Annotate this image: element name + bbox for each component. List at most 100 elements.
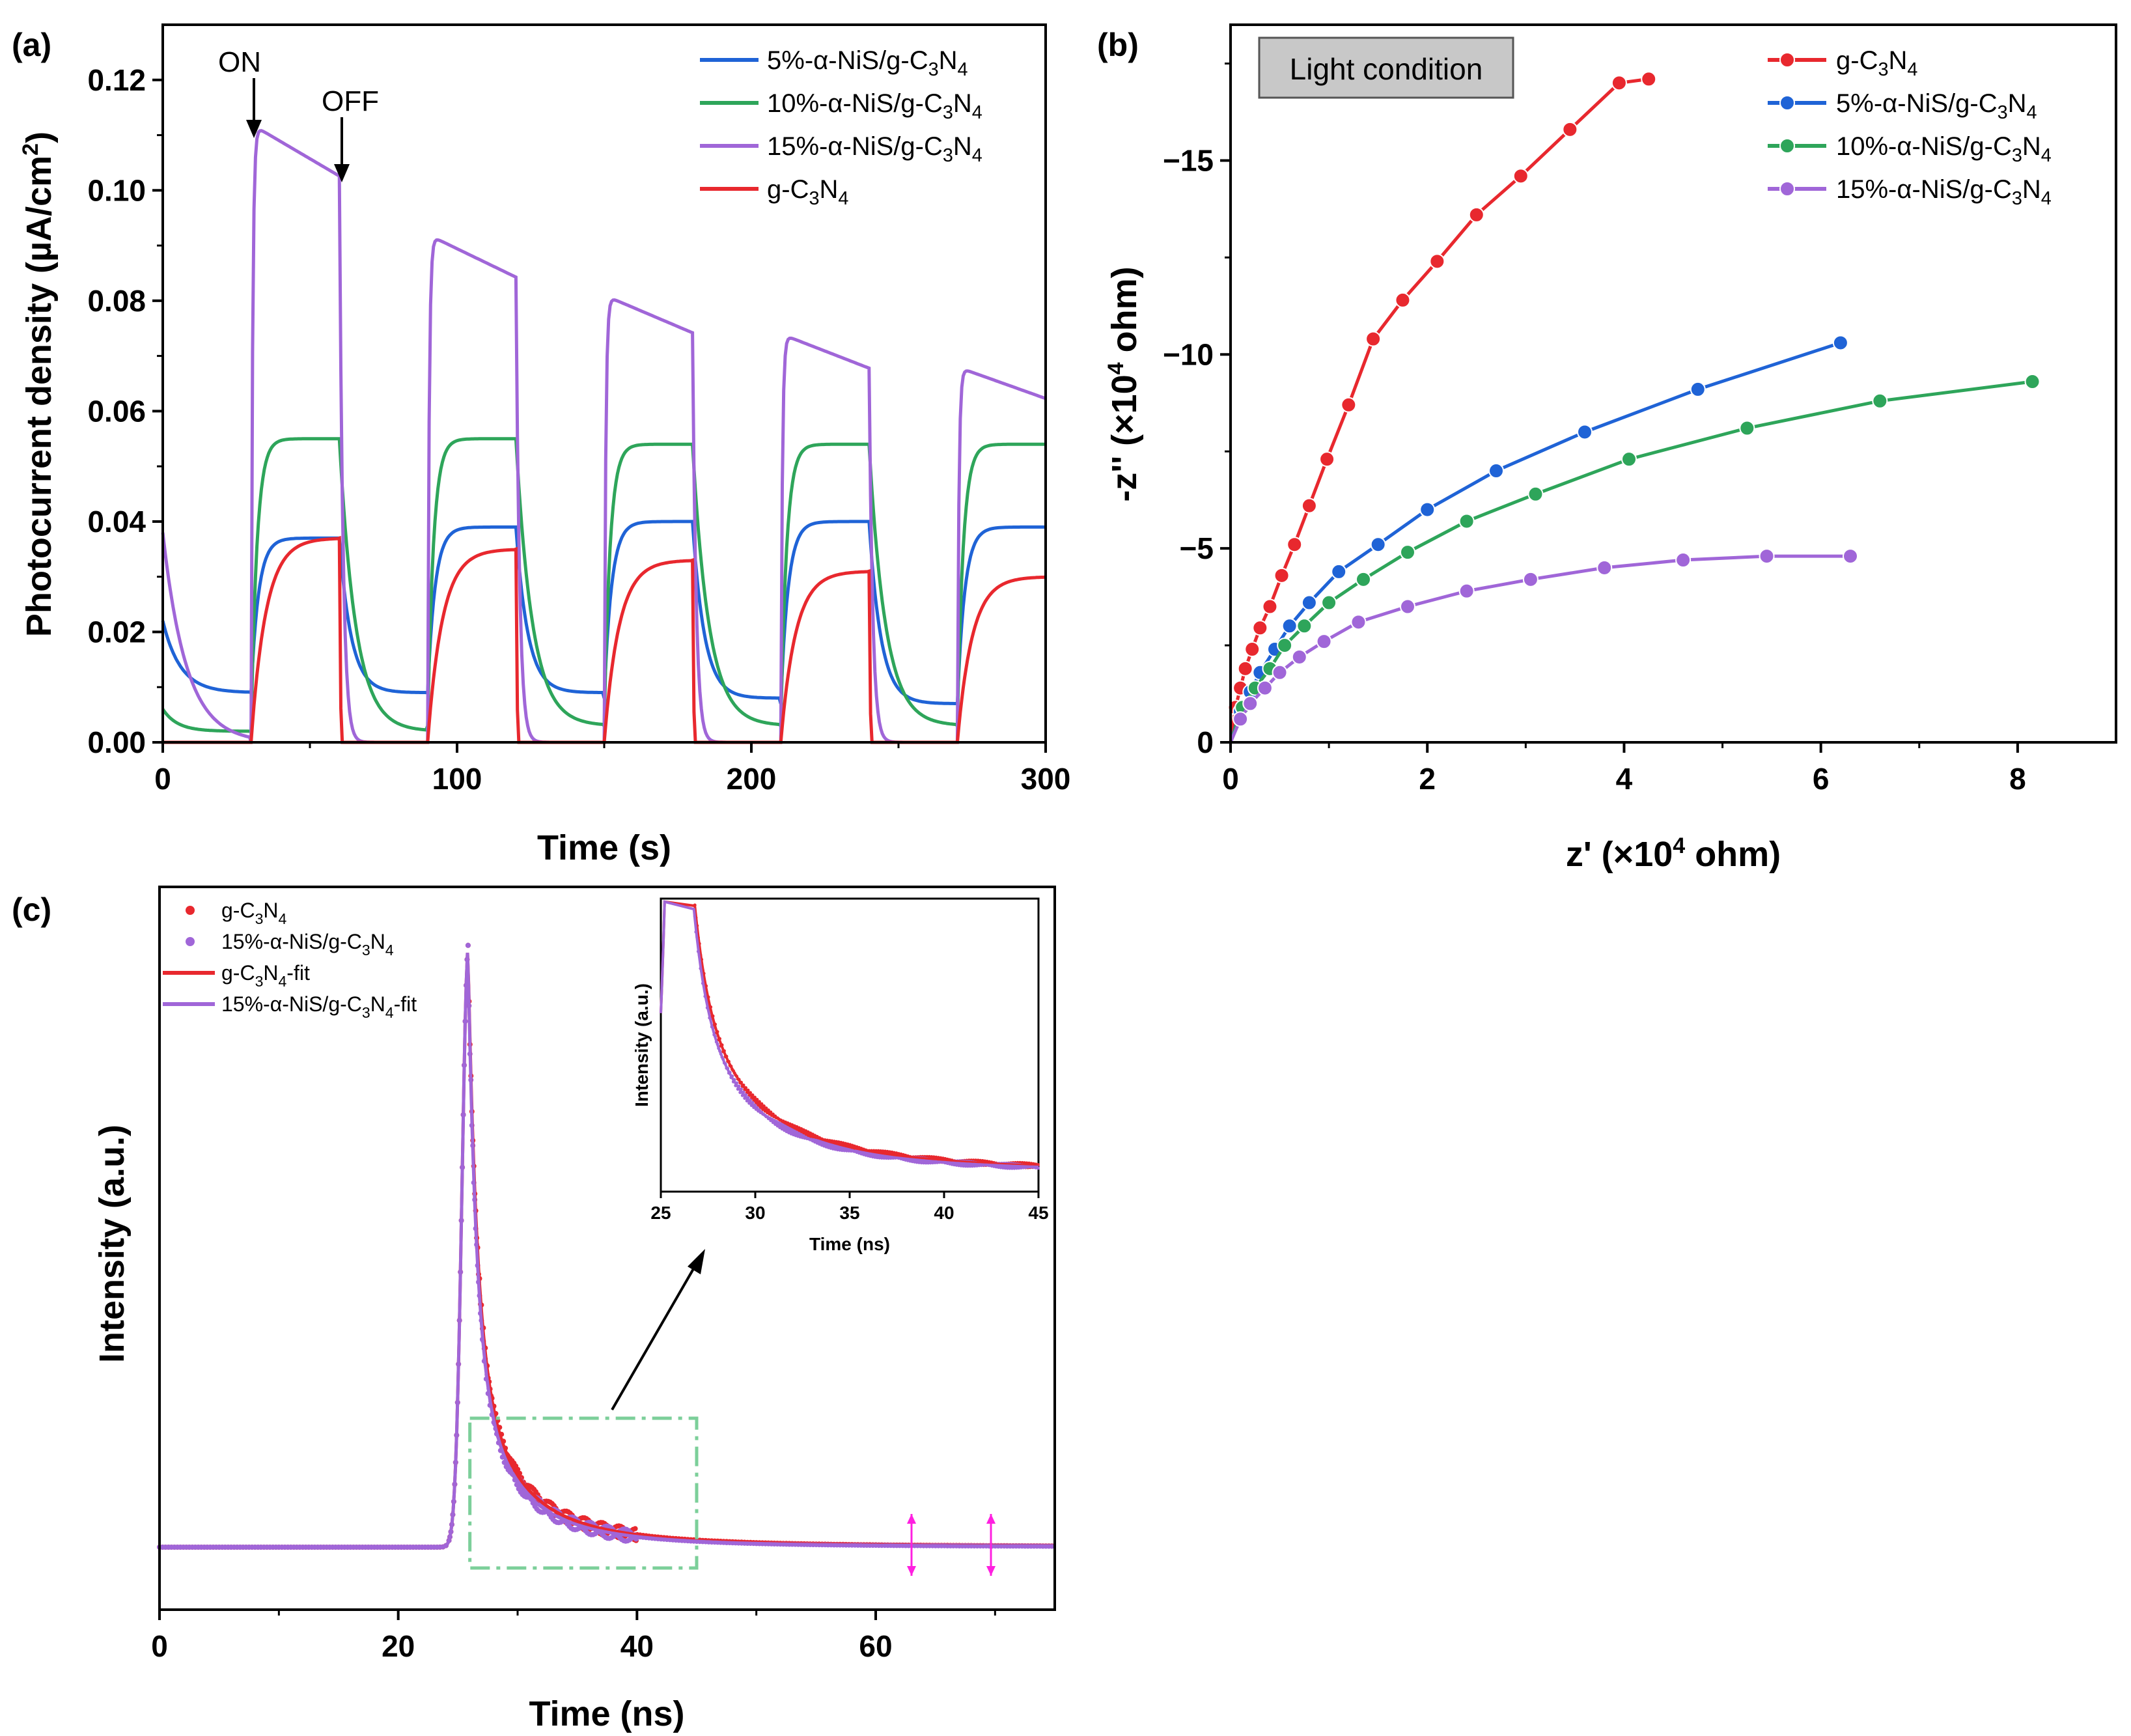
panel-c: (c) 0 20 40 60 Time (ns) Intensity (a.u.) g… [12,886,1056,1733]
light-condition-text: Light condition [1290,52,1483,86]
panel-c-y-axis-title: Intensity (a.u.) [92,1125,132,1363]
b-xtick-label-2: 4 [1616,762,1633,796]
b-point-3-14 [1843,548,1858,565]
zoom-arrow-line [611,1262,698,1411]
panel-c-label: (c) [12,891,51,928]
inset-frame [660,897,1040,1193]
light-condition-background [1258,36,1514,99]
inset-plot: 25 30 35 40 45 Time (ns) Intensity (a.u.) [632,897,1049,1254]
b-point-2-12 [1739,420,1755,436]
b-point-0-11 [1341,397,1357,413]
a-ytick-label-2: 0.04 [87,505,146,539]
a-legend-label-3: g-C3N4 [767,175,848,209]
b-point-1-9 [1419,501,1436,518]
b-point-1-10 [1488,463,1504,479]
inset-point-1 [968,1164,972,1168]
b-point-3-8 [1400,598,1415,615]
c-legend-label-1: 15%-α-NiS/g-C3N4 [221,930,394,959]
b-point-3-7 [1350,614,1367,630]
panel-c-x-ticks: 0 20 40 60 [151,1610,996,1663]
a-ytick-label-5: 0.10 [87,173,146,207]
b-point-0-5 [1252,620,1268,636]
panel-b-y-axis-title: -z'' (×104 ohm) [1104,266,1144,501]
b-point-3-6 [1316,634,1332,650]
b-legend-marker-0 [1779,52,1795,68]
b-legend-label-1: 5%-α-NiS/g-C3N4 [1836,89,2037,123]
b-xtick-label-3: 6 [1813,762,1830,796]
b-legend-marker-2 [1779,138,1795,154]
pink-marker-1-top [907,1514,916,1524]
b-ytick-label-2: −10 [1163,337,1214,371]
b-point-3-3 [1257,680,1273,696]
inset-point-1 [922,1161,926,1165]
panel-b-y-ticks: 0 −5 −10 −15 [1163,63,1231,759]
inset-x-axis-title: Time (ns) [809,1234,890,1254]
panel-a-x-ticks: 0 100 200 300 [154,742,1070,796]
b-point-0-6 [1262,598,1278,615]
a-xtick-label-2: 200 [727,762,777,796]
off-arrow-head [334,164,350,182]
c-point-1 [465,942,471,948]
b-point-2-11 [1621,451,1637,468]
inset-fit-line-2 [660,900,1039,1168]
a-ytick-label-4: 0.08 [87,284,146,318]
on-annotation: ON [218,46,262,138]
off-label: OFF [322,85,379,117]
a-ytick-label-0: 0.00 [87,725,146,759]
c-legend-label-0: g-C3N4 [221,899,286,927]
panel-c-plot-area [157,942,1055,1550]
a-legend-label-0: 5%-α-NiS/g-C3N4 [767,46,968,80]
inset-fit-line-3 [660,900,1038,1169]
b-point-0-8 [1287,537,1303,553]
on-label: ON [218,46,261,78]
panel-a: (a) 0 100 200 300 0.000.020.040.060.080.100… [12,23,1070,867]
pink-marker-2-top [986,1514,996,1524]
b-point-1-11 [1577,424,1593,440]
b-point-0-19 [1641,71,1657,87]
b-point-3-5 [1291,649,1307,665]
b-point-0-10 [1319,451,1335,468]
inset-point-1 [1010,1166,1014,1170]
panel-a-y-axis-title: Photocurrent density (µA/cm2) [18,132,59,637]
b-point-2-14 [2024,374,2040,390]
a-ytick-label-3: 0.06 [87,394,146,428]
panel-b: (b) 0 2 4 6 8 0 −5 −10 −15 Light condition z' (… [1097,23,2117,874]
panel-a-legend: 5%-α-NiS/g-C3N4 10%-α-NiS/g-C3N4 15%-α-NiS… [700,46,982,209]
b-point-1-5 [1281,618,1298,634]
zoom-arrow [611,1249,705,1411]
inset-plot-area [660,900,1040,1170]
c-legend-marker-1 [186,937,195,946]
b-point-0-3 [1237,660,1253,677]
b-point-0-16 [1512,168,1529,184]
b-point-2-10 [1527,486,1544,502]
off-annotation: OFF [322,85,379,182]
b-point-0-7 [1274,567,1290,583]
b-point-3-1 [1233,711,1249,727]
inset-xtick-label-2: 35 [839,1203,859,1223]
a-ytick-label-1: 0.02 [87,615,146,649]
b-point-1-7 [1331,563,1347,580]
on-arrow-head [246,120,262,138]
b-point-2-9 [1458,513,1475,529]
pink-markers [907,1514,996,1576]
b-legend-marker-1 [1779,95,1795,111]
b-legend-label-3: 15%-α-NiS/g-C3N4 [1836,175,2052,209]
b-point-1-12 [1690,381,1706,397]
b-point-2-4 [1277,637,1293,654]
inset-point-1 [966,1164,969,1168]
b-point-3-12 [1675,552,1692,568]
inset-xtick-label-4: 45 [1028,1203,1048,1223]
b-point-0-15 [1468,206,1484,223]
panel-b-x-axis-title: z' (×104 ohm) [1566,833,1781,874]
panel-b-label: (b) [1097,27,1139,63]
b-point-1-8 [1370,537,1386,553]
b-ytick-label-1: −5 [1180,531,1214,565]
panel-b-plot-area [1227,71,2040,743]
inset-xtick-label-3: 40 [934,1203,954,1223]
b-xtick-label-0: 0 [1222,762,1239,796]
b-point-3-4 [1272,664,1288,680]
panel-a-plot-area [161,129,1046,744]
a-xtick-label-1: 100 [432,762,482,796]
b-point-3-2 [1242,695,1259,712]
a-xtick-label-3: 300 [1021,762,1071,796]
